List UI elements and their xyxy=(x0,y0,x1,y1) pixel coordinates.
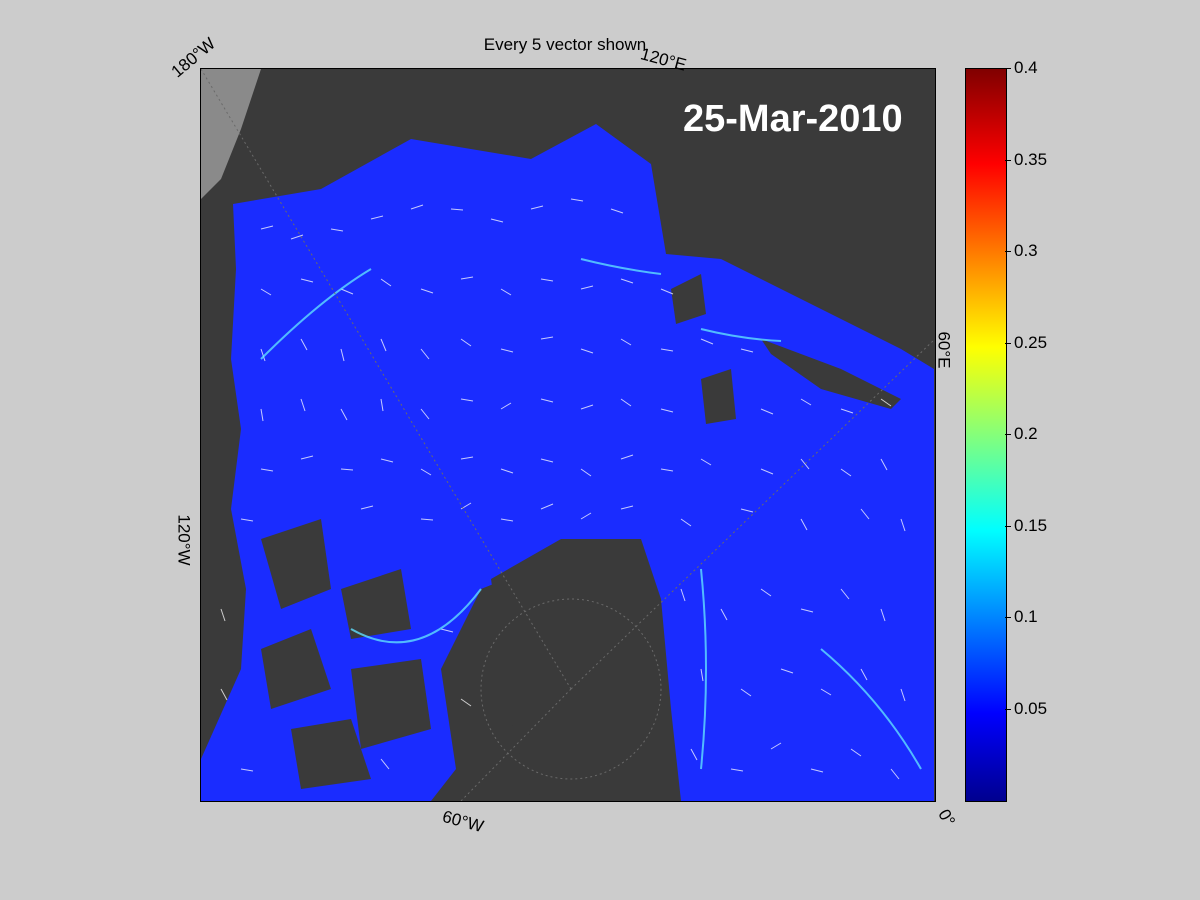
colorbar-tick-label: 0.4 xyxy=(1014,58,1038,77)
colorbar-tick-label: 0.3 xyxy=(1014,241,1038,260)
colorbar-tick xyxy=(1005,68,1011,69)
graticule xyxy=(201,69,935,801)
figure-title: Every 5 vector shown xyxy=(483,35,647,54)
open-ocean-region xyxy=(201,69,261,199)
archipelago-island xyxy=(261,629,331,709)
franz-josef-island xyxy=(671,274,706,324)
map-canvas xyxy=(201,69,935,801)
colorbar-tick xyxy=(1005,617,1011,618)
date-label: 25-Mar-2010 xyxy=(683,98,903,140)
colorbar-tick-label: 0.35 xyxy=(1014,149,1048,169)
colorbar-tick xyxy=(1005,251,1011,252)
colorbar xyxy=(965,68,1007,802)
svalbard-island xyxy=(701,369,736,424)
colorbar-tick-label: 0.05 xyxy=(1014,698,1048,718)
archipelago-island xyxy=(351,659,431,749)
novaya-zemlya xyxy=(761,339,901,409)
archipelago-island xyxy=(291,719,371,789)
coord-120w: 120°W xyxy=(174,514,194,566)
shear-zones xyxy=(260,258,922,770)
colorbar-tick-label: 0.1 xyxy=(1014,607,1038,626)
velocity-vectors xyxy=(220,198,906,780)
coord-60w: 60°W xyxy=(440,806,486,837)
coord-0: 0° xyxy=(934,805,959,830)
colorbar-tick-label: 0.15 xyxy=(1014,515,1048,535)
coord-60e: 60°E xyxy=(934,331,954,369)
colorbar-tick xyxy=(1005,525,1011,527)
colorbar-tick xyxy=(1005,434,1011,435)
archipelago-island xyxy=(261,519,331,609)
greenland-landmass xyxy=(491,539,681,801)
colorbar-tick xyxy=(1005,159,1011,161)
ice-velocity-map: 25-Mar-2010 xyxy=(200,68,936,802)
archipelago-island xyxy=(341,569,411,639)
colorbar-tick xyxy=(1005,708,1011,710)
colorbar-tick-label: 0.25 xyxy=(1014,332,1048,352)
colorbar-tick-label: 0.2 xyxy=(1014,424,1038,443)
colorbar-tick xyxy=(1005,342,1011,344)
